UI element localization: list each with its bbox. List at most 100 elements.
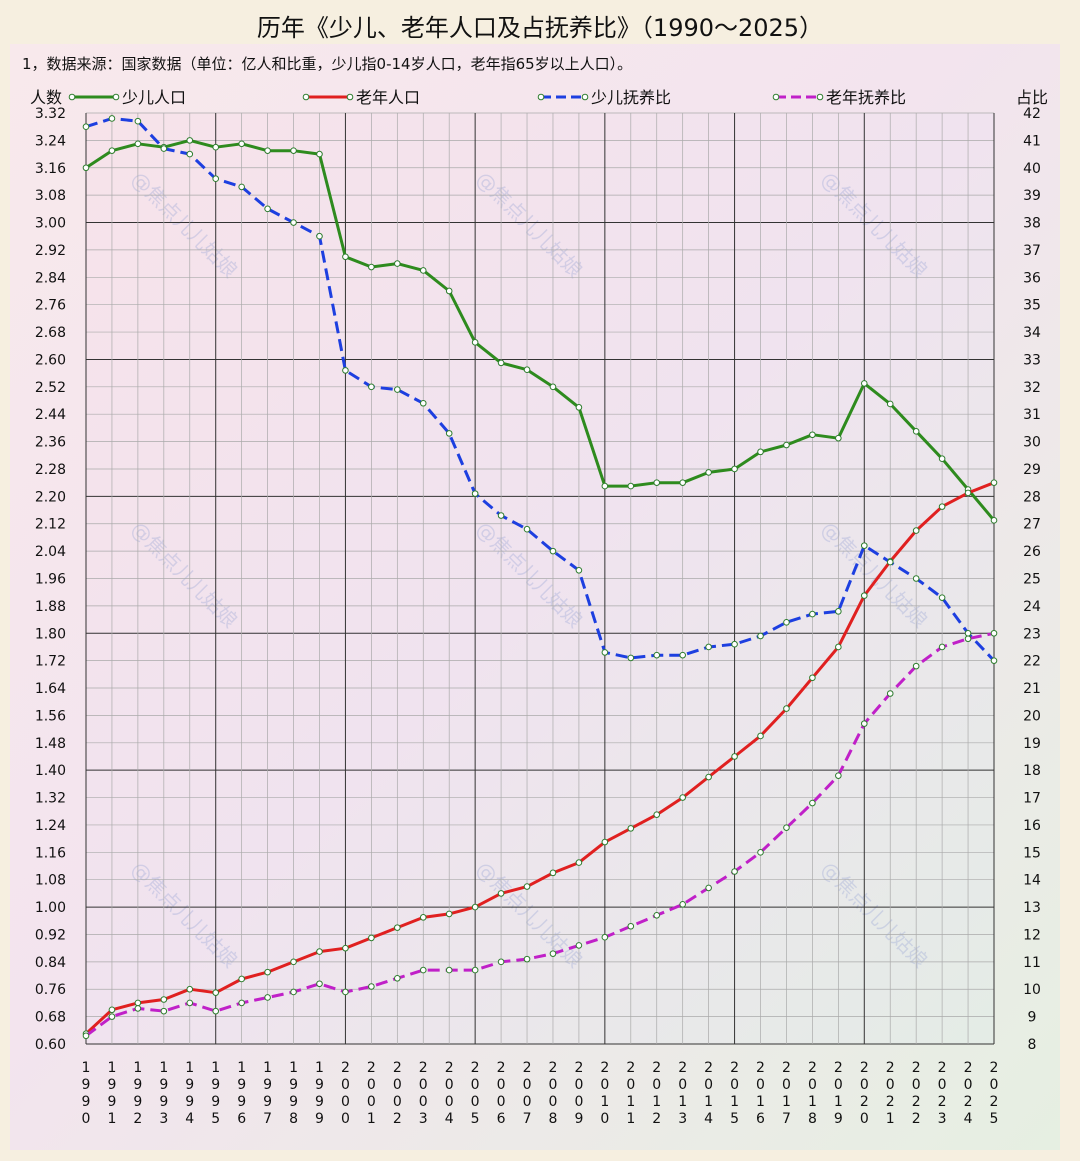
y-axis-right-tick-label: 42 (1023, 106, 1041, 122)
data-point (82, 1032, 90, 1040)
data-point (679, 794, 686, 801)
y-axis-right-tick-label: 19 (1023, 736, 1041, 752)
y-axis-right-tick-label: 20 (1023, 708, 1041, 724)
data-point (445, 287, 453, 295)
data-point (886, 558, 894, 566)
data-point (471, 339, 479, 346)
y-axis-left-tick-label: 0.68 (35, 1010, 66, 1026)
data-point (627, 825, 635, 832)
y-axis-right-tick-label: 39 (1023, 188, 1041, 204)
data-point (653, 912, 661, 919)
y-axis-right-tick-label: 31 (1023, 407, 1041, 423)
y-axis-left-tick-label: 1.40 (35, 763, 66, 779)
chart-title: 历年《少儿、老年人口及占抚养比》（1990～2025） (257, 14, 823, 42)
data-point (394, 386, 401, 393)
data-point (627, 654, 635, 662)
data-point (238, 975, 245, 983)
data-point (627, 922, 635, 930)
legend-item-2: 少儿抚养比 (537, 88, 671, 107)
data-point (471, 903, 479, 911)
legend-label: 老年人口 (356, 88, 420, 107)
data-point (497, 890, 505, 897)
data-point (809, 799, 816, 807)
data-point (679, 651, 686, 659)
data-point (134, 999, 142, 1007)
data-point (523, 525, 531, 533)
legend-label: 老年抚养比 (826, 88, 906, 107)
data-point (82, 123, 90, 130)
data-point (368, 934, 375, 942)
data-point (964, 489, 972, 497)
data-point (368, 983, 375, 990)
data-point (679, 901, 686, 908)
data-point (108, 1006, 116, 1014)
data-point (653, 651, 661, 659)
data-point (134, 117, 142, 125)
y-axis-right-tick-label: 35 (1023, 298, 1041, 314)
y-axis-right-tick-label: 38 (1023, 216, 1041, 232)
y-axis-left-tick-label: 2.84 (35, 270, 66, 286)
legend-marker (537, 93, 545, 101)
data-point (938, 455, 946, 463)
data-point (316, 150, 323, 158)
series-lines (82, 115, 998, 1040)
y-axis-right-tick-label: 37 (1023, 243, 1041, 259)
chart-subtitle: 1，数据来源：国家数据（单位：亿人和比重，少儿指0-14岁人口，老年指65岁以上… (22, 55, 632, 73)
data-point (316, 948, 323, 955)
y-axis-right-tick-label: 15 (1023, 845, 1041, 861)
legend-item-3: 老年抚养比 (772, 88, 906, 107)
data-point (601, 649, 609, 656)
y-axis-right-tick-label: 27 (1023, 517, 1041, 533)
data-point (290, 988, 297, 996)
y-axis-right-tick-label: 14 (1023, 873, 1041, 889)
data-point (783, 705, 790, 712)
data-point (134, 140, 142, 148)
y-axis-left-tick-label: 2.12 (35, 517, 66, 533)
data-point (290, 219, 297, 226)
data-point (809, 674, 816, 682)
y-axis-left-tick-label: 1.88 (35, 599, 66, 615)
data-point (445, 966, 453, 974)
series-line-2 (85, 117, 996, 662)
legend-marker (302, 93, 310, 101)
data-point (419, 399, 427, 407)
x-axis-ticks: 1 9 9 0 1 9 9 1 1 9 9 2 1 9 9 3 1 9 9 4 1 9 9 5 1 9 9 6 1 9 9 7 1 9 9 8 1 9 9 9… (82, 1060, 999, 1127)
data-point (82, 164, 90, 172)
y-axis-right-tick-label: 12 (1023, 927, 1041, 943)
data-point (394, 924, 401, 931)
data-point (575, 566, 583, 574)
data-point (342, 367, 349, 374)
data-point (705, 884, 712, 892)
data-point (653, 479, 661, 486)
data-point (108, 115, 116, 122)
legend-label: 少儿人口 (122, 88, 186, 107)
data-point (653, 811, 661, 818)
data-point (497, 359, 505, 367)
y-axis-right-tick-label: 36 (1023, 270, 1041, 286)
data-point (290, 147, 297, 154)
data-point (445, 430, 453, 437)
y-axis-right-tick-label: 29 (1023, 462, 1041, 478)
data-point (523, 883, 531, 890)
y-axis-right-tick-label: 25 (1023, 572, 1041, 588)
data-point (134, 1005, 142, 1012)
data-point (912, 662, 920, 670)
y-axis-right-tick-label: 9 (1028, 1010, 1037, 1026)
data-point (342, 944, 349, 952)
data-point (212, 175, 220, 183)
